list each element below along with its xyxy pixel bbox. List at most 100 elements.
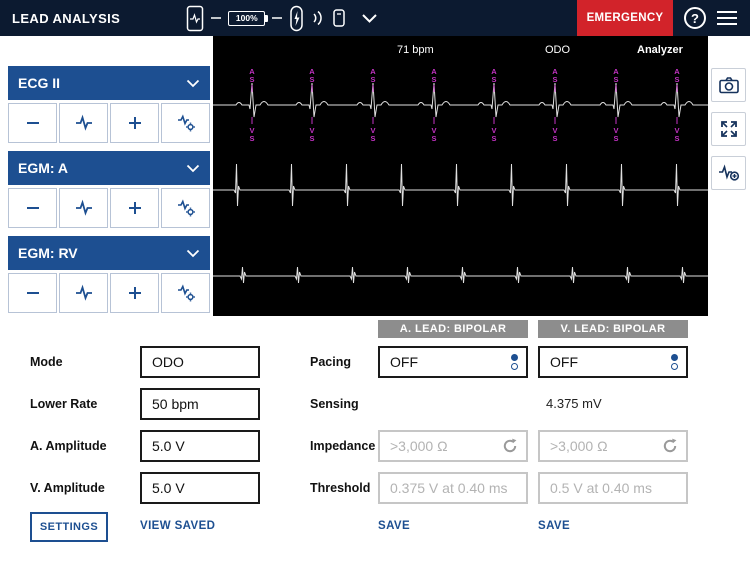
waveform-settings-button[interactable]: [161, 273, 210, 313]
v-amplitude-value: 5.0 V: [152, 480, 185, 496]
svg-text:A: A: [674, 67, 680, 76]
lower-rate-field[interactable]: 50 bpm: [140, 388, 260, 420]
v-pacing-dropdown[interactable]: OFF: [538, 346, 688, 378]
a-pacing-value: OFF: [390, 354, 418, 370]
add-measurement-button[interactable]: [711, 156, 746, 190]
a-threshold-value: 0.375 V at 0.40 ms: [390, 480, 508, 496]
channel-panels: ECG II: [8, 66, 210, 321]
lower-rate-value: 50 bpm: [152, 396, 199, 412]
pulse-icon: [75, 199, 92, 216]
plus-icon: [128, 117, 141, 129]
svg-text:S: S: [309, 134, 314, 143]
svg-text:S: S: [674, 75, 679, 84]
channel-label: ECG II: [18, 75, 61, 91]
a-amplitude-field[interactable]: 5.0 V: [140, 430, 260, 462]
impedance-label: Impedance: [310, 439, 376, 453]
camera-icon: [718, 77, 739, 94]
threshold-label: Threshold: [310, 481, 371, 495]
channel-selector-egm-a[interactable]: EGM: A: [8, 151, 210, 185]
decrease-gain-button[interactable]: [8, 188, 57, 228]
increase-gain-button[interactable]: [110, 188, 159, 228]
a-impedance-value: >3,000 Ω: [390, 438, 448, 454]
v-amplitude-label: V. Amplitude: [30, 481, 105, 495]
pulse-gear-icon: [177, 199, 195, 217]
current-mode-value: ODO: [545, 44, 571, 56]
help-button[interactable]: ?: [684, 7, 706, 29]
a-pacing-dropdown[interactable]: OFF: [378, 346, 528, 378]
a-save-link[interactable]: SAVE: [378, 520, 411, 532]
increase-gain-button[interactable]: [110, 273, 159, 313]
snapshot-button[interactable]: [711, 68, 746, 102]
svg-text:S: S: [613, 134, 618, 143]
channel-controls: [8, 273, 210, 313]
waveform-zoom-icon: [718, 164, 739, 181]
increase-gain-button[interactable]: [110, 103, 159, 143]
v-threshold-value: 0.5 V at 0.40 ms: [550, 480, 652, 496]
view-saved-link[interactable]: VIEW SAVED: [140, 520, 216, 532]
emergency-button[interactable]: EMERGENCY: [577, 0, 673, 36]
channel-label: EGM: A: [18, 160, 69, 176]
channel-panel-egm-a: EGM: A: [8, 151, 210, 228]
connector-line: [272, 17, 283, 19]
svg-text:A: A: [309, 67, 315, 76]
radio-indicator-icon: [511, 353, 518, 371]
battery-icon: 100%: [228, 10, 269, 26]
chevron-down-icon[interactable]: [361, 13, 378, 24]
pulse-gear-icon: [177, 284, 195, 302]
channel-panel-egm-rv: EGM: RV: [8, 236, 210, 313]
v-pacing-value: OFF: [550, 354, 578, 370]
svg-text:V: V: [613, 126, 618, 135]
telemetry-waves-icon: [313, 10, 322, 26]
v-impedance-value: >3,000 Ω: [550, 438, 608, 454]
waveform-style-button[interactable]: [59, 273, 108, 313]
top-bar: LEAD ANALYSIS 100%: [0, 0, 750, 36]
v-save-link[interactable]: SAVE: [538, 520, 571, 532]
svg-text:V: V: [491, 126, 496, 135]
svg-text:V: V: [249, 126, 254, 135]
svg-text:S: S: [249, 75, 254, 84]
heart-rate-value: 71 bpm: [397, 44, 434, 56]
settings-button[interactable]: SETTINGS: [30, 512, 108, 542]
pacing-label: Pacing: [310, 355, 351, 369]
svg-text:A: A: [491, 67, 497, 76]
svg-text:S: S: [249, 134, 254, 143]
waveform-settings-button[interactable]: [161, 103, 210, 143]
svg-text:V: V: [370, 126, 375, 135]
waveform-settings-button[interactable]: [161, 188, 210, 228]
channel-panel-ecg: ECG II: [8, 66, 210, 143]
fullscreen-button[interactable]: [711, 112, 746, 146]
decrease-gain-button[interactable]: [8, 103, 57, 143]
svg-text:S: S: [491, 75, 496, 84]
pulse-gear-icon: [177, 114, 195, 132]
waveform-style-button[interactable]: [59, 103, 108, 143]
svg-text:V: V: [552, 126, 557, 135]
v-amplitude-field[interactable]: 5.0 V: [140, 472, 260, 504]
waveform-style-button[interactable]: [59, 188, 108, 228]
menu-button[interactable]: [717, 10, 737, 26]
connection-status: 100%: [186, 5, 378, 32]
decrease-gain-button[interactable]: [8, 273, 57, 313]
pulse-icon: [75, 284, 92, 301]
refresh-icon[interactable]: [660, 436, 680, 456]
chevron-down-icon: [186, 79, 200, 87]
plus-icon: [128, 202, 141, 214]
a-lead-header: A. LEAD: BIPOLAR: [378, 320, 528, 338]
connector-line: [211, 17, 222, 19]
plus-icon: [128, 287, 141, 299]
chevron-down-icon: [186, 164, 200, 172]
svg-text:S: S: [309, 75, 314, 84]
battery-percent: 100%: [235, 13, 258, 23]
mode-value: ODO: [152, 354, 184, 370]
channel-selector-egm-rv[interactable]: EGM: RV: [8, 236, 210, 270]
svg-text:A: A: [431, 67, 437, 76]
telemetry-head-icon: [333, 9, 346, 27]
help-label: ?: [691, 10, 699, 26]
mode-label: Mode: [30, 355, 63, 369]
scope-toolbar: [711, 68, 746, 190]
channel-controls: [8, 188, 210, 228]
mode-field[interactable]: ODO: [140, 346, 260, 378]
refresh-icon[interactable]: [500, 436, 520, 456]
svg-text:A: A: [613, 67, 619, 76]
channel-selector-ecg[interactable]: ECG II: [8, 66, 210, 100]
